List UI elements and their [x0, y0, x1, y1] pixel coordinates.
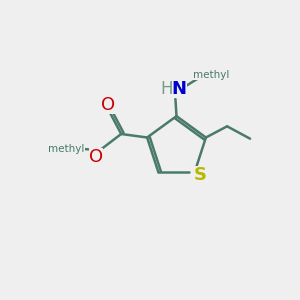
- Text: O: O: [88, 148, 103, 166]
- Text: methyl: methyl: [193, 70, 230, 80]
- Text: S: S: [194, 166, 206, 184]
- Text: methyl: methyl: [48, 144, 85, 154]
- Text: N: N: [172, 80, 187, 98]
- Text: H: H: [160, 80, 173, 98]
- Text: O: O: [101, 96, 116, 114]
